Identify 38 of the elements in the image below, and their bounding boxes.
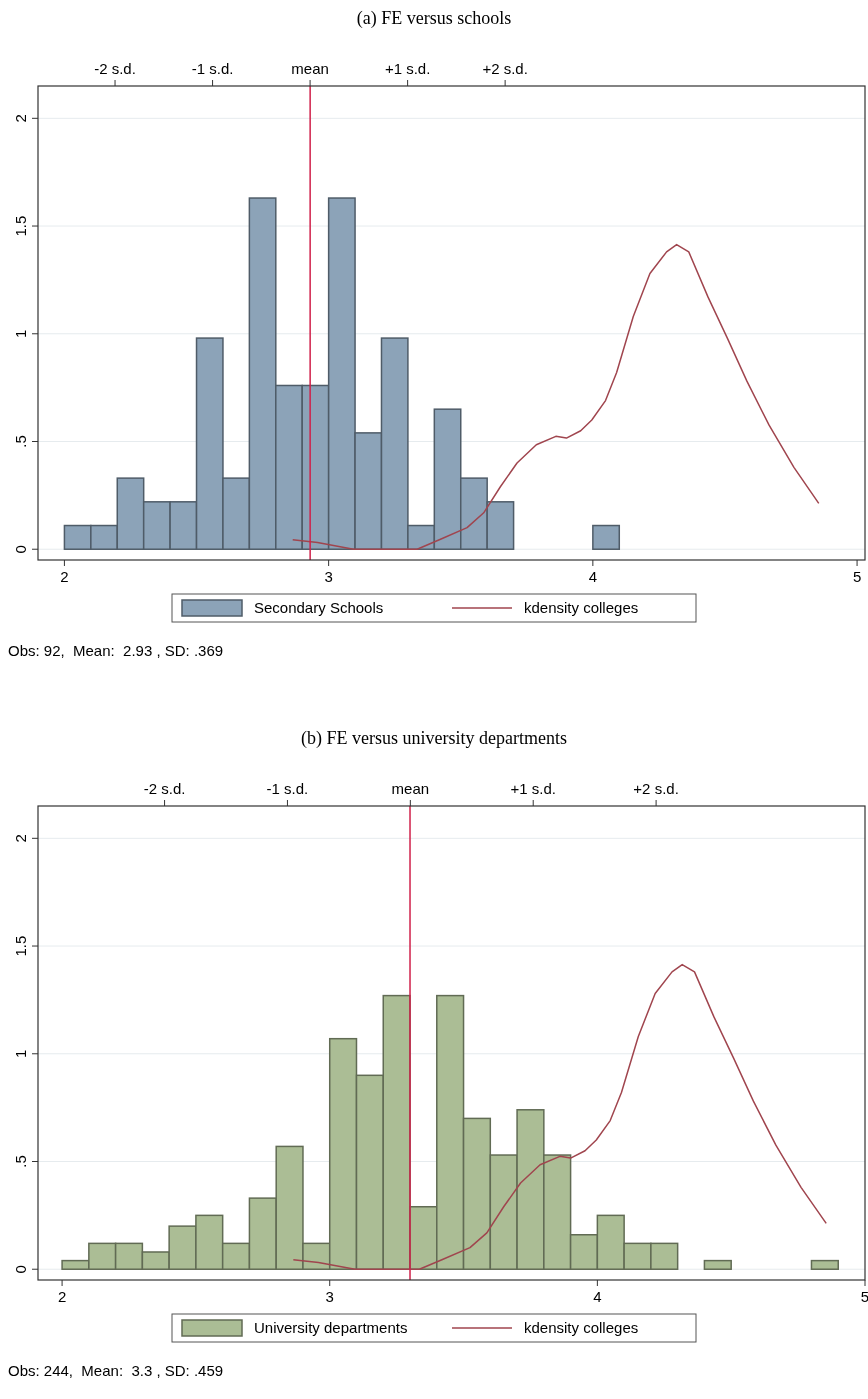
- y-tick-label: 1.5: [12, 215, 29, 237]
- x-tick-label: 3: [325, 1288, 334, 1305]
- x2-tick-label: -1 s.d.: [191, 60, 234, 77]
- x2-tick-label: mean: [391, 780, 430, 797]
- y-tick-label: 1: [12, 329, 29, 338]
- x-tick-label: 3: [324, 568, 333, 585]
- legend-label: kdensity colleges: [524, 599, 639, 616]
- line-series: [291, 243, 820, 550]
- y-tick-label: 1: [12, 1049, 29, 1058]
- y-tick-label: 1.5: [12, 935, 29, 957]
- x2-tick-label: -2 s.d.: [94, 60, 136, 77]
- x2-tick-label: mean: [291, 60, 329, 77]
- chart-title: (b) FE versus university departments: [301, 728, 567, 749]
- y-tick-label: .5: [12, 1155, 29, 1168]
- y-tick-label: 0: [12, 1265, 29, 1274]
- x-tick-label: 5: [852, 568, 862, 585]
- x-tick-label: 5: [860, 1288, 868, 1305]
- y-tick-label: 2: [12, 114, 29, 123]
- x2-tick-label: +2 s.d.: [633, 780, 679, 797]
- x2-tick-label: -2 s.d.: [143, 780, 186, 797]
- x2-tick-label: +2 s.d.: [482, 60, 528, 77]
- line-series: [292, 963, 827, 1270]
- x2-tick-label: -1 s.d.: [266, 780, 309, 797]
- x-tick-label: 4: [593, 1288, 602, 1305]
- x2-tick-label: +1 s.d.: [510, 780, 556, 797]
- y-tick-label: 0: [12, 545, 29, 554]
- x-tick-label: 4: [588, 568, 598, 585]
- text: Obs: 244, Mean: 3.3 , SD: .459: [8, 1362, 224, 1379]
- x2-tick-label: +1 s.d.: [384, 60, 431, 77]
- chart-title: (a) FE versus schools: [356, 8, 512, 29]
- text: Obs: 92, Mean: 2.93 , SD: .369: [8, 642, 224, 659]
- x-tick-label: 2: [60, 568, 69, 585]
- legend-label: University departments: [254, 1319, 408, 1336]
- x-tick-label: 2: [57, 1288, 67, 1305]
- legend-label: kdensity colleges: [524, 1319, 639, 1336]
- legend-label: Secondary Schools: [254, 599, 384, 616]
- y-tick-label: .5: [12, 435, 29, 448]
- y-tick-label: 2: [12, 834, 29, 843]
